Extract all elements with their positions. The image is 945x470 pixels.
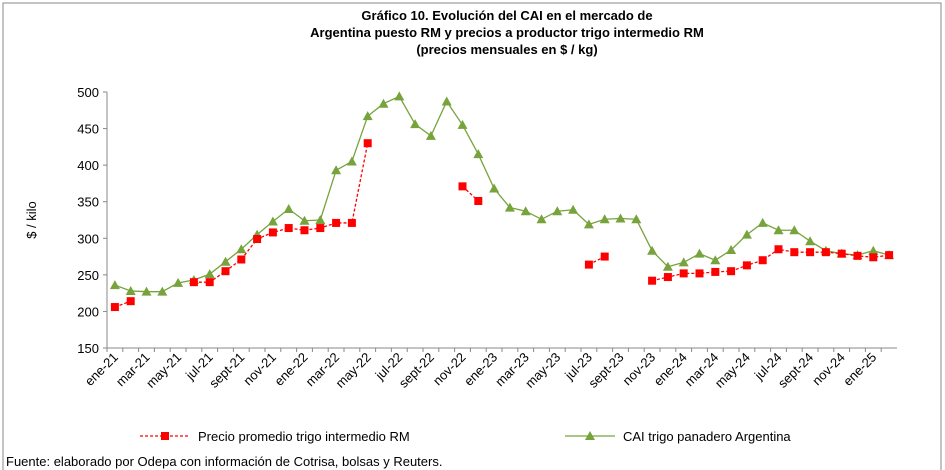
point: [615, 213, 626, 223]
point: [378, 98, 389, 108]
point: [204, 269, 215, 279]
point: [268, 228, 277, 237]
point: [110, 303, 119, 312]
point: [331, 165, 342, 175]
point: [757, 217, 768, 227]
legend-label: Precio promedio trigo intermedio RM: [198, 429, 410, 444]
y-axis-label: $ / kilo: [24, 201, 39, 239]
point: [205, 278, 214, 287]
point: [773, 225, 784, 235]
point: [727, 267, 736, 276]
point: [837, 249, 846, 258]
point: [283, 204, 294, 214]
point: [474, 196, 483, 205]
point: [662, 261, 673, 271]
point: [710, 255, 721, 265]
point: [220, 256, 231, 266]
y-tick-label: 450: [77, 122, 99, 137]
chart-title: (precios mensuales en $ / kg): [416, 42, 597, 57]
point: [410, 119, 421, 129]
point: [109, 280, 120, 290]
point: [300, 226, 309, 235]
point: [157, 286, 168, 296]
point: [473, 149, 484, 159]
point: [520, 206, 531, 216]
point: [457, 119, 468, 129]
point: [600, 252, 609, 261]
point: [504, 202, 515, 212]
legend-marker: [161, 432, 169, 440]
point: [267, 216, 278, 226]
point: [678, 257, 689, 267]
point: [853, 251, 862, 260]
point: [536, 214, 547, 224]
point: [869, 253, 878, 262]
point: [126, 297, 135, 306]
point: [346, 156, 357, 166]
point: [695, 269, 704, 278]
y-tick-label: 200: [77, 304, 99, 319]
point: [237, 255, 246, 264]
point: [552, 206, 563, 216]
point: [868, 245, 879, 255]
point: [363, 139, 372, 148]
point: [741, 229, 752, 239]
chart-title: Gráfico 10. Evolución del CAI en el merc…: [361, 8, 652, 23]
series-line: [114, 143, 890, 308]
point: [885, 251, 894, 260]
y-tick-label: 350: [77, 195, 99, 210]
point: [742, 261, 751, 270]
point: [663, 273, 672, 282]
point: [362, 111, 373, 121]
chart-title: Argentina puesto RM y precios a producto…: [310, 25, 704, 40]
point: [758, 256, 767, 265]
point: [236, 244, 247, 254]
y-tick-label: 500: [77, 85, 99, 100]
point: [648, 276, 657, 285]
point: [425, 130, 436, 140]
y-tick-label: 400: [77, 158, 99, 173]
point: [821, 248, 830, 257]
source-note: Fuente: elaborado por Odepa con informac…: [6, 454, 442, 469]
point: [711, 267, 720, 276]
y-tick-label: 300: [77, 231, 99, 246]
point: [441, 96, 452, 106]
point: [694, 248, 705, 258]
point: [299, 215, 310, 225]
point: [789, 225, 800, 235]
point: [726, 244, 737, 254]
legend-marker: [585, 431, 595, 440]
point: [774, 245, 783, 254]
point: [489, 183, 500, 193]
point: [790, 248, 799, 257]
y-tick-label: 250: [77, 268, 99, 283]
point: [253, 235, 262, 244]
point: [173, 277, 184, 287]
point: [125, 285, 136, 295]
point: [679, 269, 688, 278]
point: [631, 214, 642, 224]
point: [458, 182, 467, 191]
point: [599, 214, 610, 224]
point: [315, 215, 326, 224]
point: [189, 278, 198, 287]
point: [583, 219, 594, 229]
point: [394, 91, 405, 101]
legend-label: CAI trigo panadero Argentina: [623, 429, 791, 444]
point: [347, 218, 356, 227]
point: [284, 224, 293, 233]
point: [332, 218, 341, 227]
point: [805, 236, 816, 246]
point: [568, 204, 579, 214]
point: [806, 248, 815, 257]
point: [316, 224, 325, 233]
point: [584, 260, 593, 269]
y-tick-label: 150: [77, 341, 99, 356]
point: [141, 286, 152, 296]
point: [221, 267, 230, 276]
point: [647, 245, 658, 255]
